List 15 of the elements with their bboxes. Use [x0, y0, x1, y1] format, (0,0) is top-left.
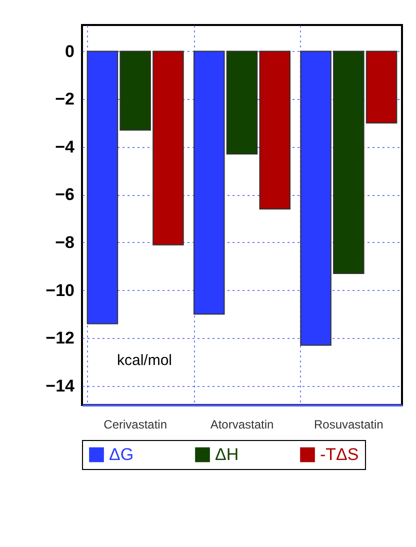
y-tick-label: −12	[46, 328, 74, 348]
y-tick-label: −6	[55, 185, 74, 204]
x-tick-label: Rosuvastatin	[314, 418, 384, 432]
x-tick-label: Atorvastatin	[210, 418, 274, 432]
y-tick-label: −14	[46, 376, 76, 396]
legend-label: -TΔS	[320, 444, 359, 464]
x-tick-label: Cerivastatin	[104, 418, 168, 432]
y-tick-label: −10	[46, 280, 74, 300]
y-tick-label: −4	[55, 137, 76, 156]
legend-label: ΔH	[215, 444, 239, 464]
y-tick-label: −8	[55, 232, 74, 252]
legend-label: ΔG	[109, 444, 134, 464]
y-tick-label: 0	[65, 42, 74, 61]
y-tick-label: −2	[55, 90, 74, 109]
annotation: kcal/mol	[117, 352, 172, 369]
